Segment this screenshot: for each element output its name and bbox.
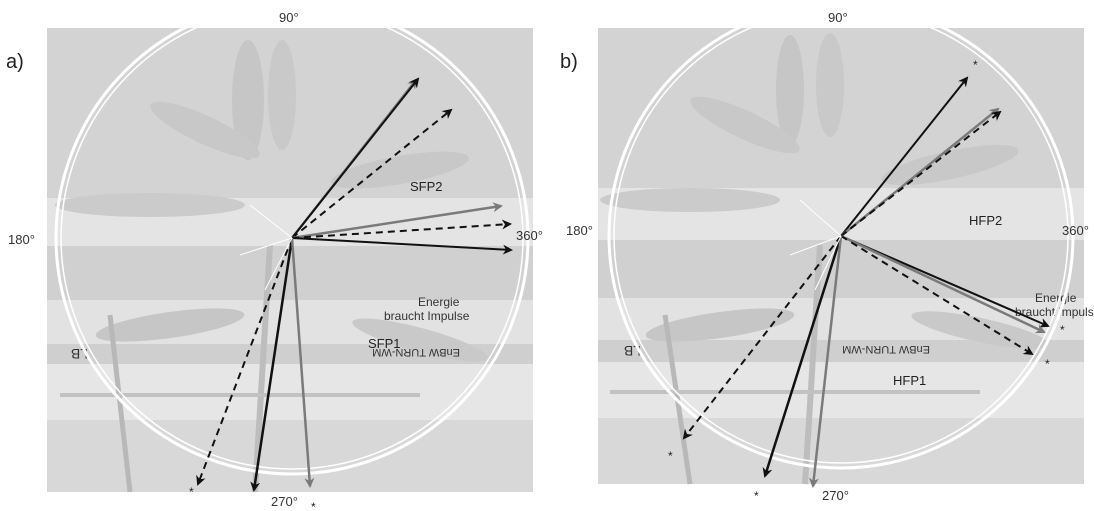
panel-a-label-sfp2: SFP2 — [410, 179, 443, 194]
panel-b-arrow-grey-up — [840, 107, 1000, 237]
panel-b-banner-line1: Energie — [1035, 291, 1077, 305]
panel-a-banner-mirror1: EnBW TURN-WM — [372, 346, 460, 358]
panel-b-star-1: * — [973, 58, 978, 72]
panel-a: a) Energie braucht Impulse — [6, 0, 543, 511]
panel-b-deg-180: 180° — [566, 223, 593, 238]
panel-b-banner-mirror1: EnBW TURN-WM — [842, 343, 930, 355]
panel-a-arrow-dashed-down — [196, 237, 293, 486]
panel-b-deg-270: 270° — [822, 488, 849, 503]
panel-a-deg-360: 360° — [516, 228, 543, 243]
panel-a-deg-180: 180° — [8, 232, 35, 247]
panel-a-star-2: * — [311, 500, 316, 511]
panel-b-arrow-grey-right — [840, 234, 1046, 334]
panel-a-arrow-dashed-up — [291, 108, 453, 239]
panel-b-arrows — [682, 76, 1050, 488]
panel-a-star-1: * — [189, 485, 194, 499]
panel-b-photo: Energie braucht Impulse EnBW TURN-WM LB — [598, 28, 1094, 485]
panel-a-deg-270: 270° — [271, 494, 298, 509]
panel-b-arrow-solid-down — [762, 235, 843, 478]
panel-b-arrow-dashed-right — [840, 235, 1034, 356]
panel-b-arrow-dashed-up — [840, 110, 1002, 237]
panel-b-arrow-dashed-down — [682, 235, 842, 440]
panel-a-deg-90: 90° — [279, 10, 299, 25]
panel-b-star-4: * — [668, 449, 673, 463]
panel-a-arrows — [196, 77, 513, 492]
panel-a-banner-line2: braucht Impulse — [384, 309, 470, 323]
panel-b-star-2: * — [1060, 323, 1065, 337]
panel-a-arrow-grey-right — [291, 202, 503, 240]
panel-a-banner-line1: Energie — [418, 295, 460, 309]
panel-b-deg-360: 360° — [1062, 223, 1089, 238]
panel-b-arrow-solid-up — [840, 76, 969, 237]
panel-b-star-3: * — [1045, 357, 1050, 371]
panel-b-circle-inner — [613, 8, 1069, 464]
panel-a-photo: Energie braucht Impulse EnBW TURN-WM LB — [47, 28, 533, 493]
panel-b-circle — [607, 2, 1075, 470]
panel-b-star-5: * — [754, 489, 759, 503]
panel-b-label: b) — [560, 51, 578, 73]
panel-b: b) Energie braucht Impulse EnBW TURN-WM … — [560, 2, 1094, 503]
panel-a-arrow-solid-down — [250, 237, 294, 492]
panel-a-circle — [54, 0, 530, 476]
panel-a-circle-inner — [60, 6, 524, 470]
panel-a-arrow-solid-up — [291, 77, 420, 239]
panel-b-label-hfp2: HFP2 — [969, 213, 1002, 228]
panel-a-label: a) — [6, 51, 24, 73]
panel-a-arrow-grey-down — [290, 237, 315, 488]
panel-b-label-hfp1: HFP1 — [893, 373, 926, 388]
panel-a-arrow-solid-right — [291, 237, 513, 255]
panel-b-deg-90: 90° — [828, 10, 848, 25]
panel-a-arrow-dashed-right — [291, 219, 512, 239]
panel-b-arrow-grey-down — [808, 235, 843, 488]
panel-a-label-sfp1: SFP1 — [368, 336, 401, 351]
